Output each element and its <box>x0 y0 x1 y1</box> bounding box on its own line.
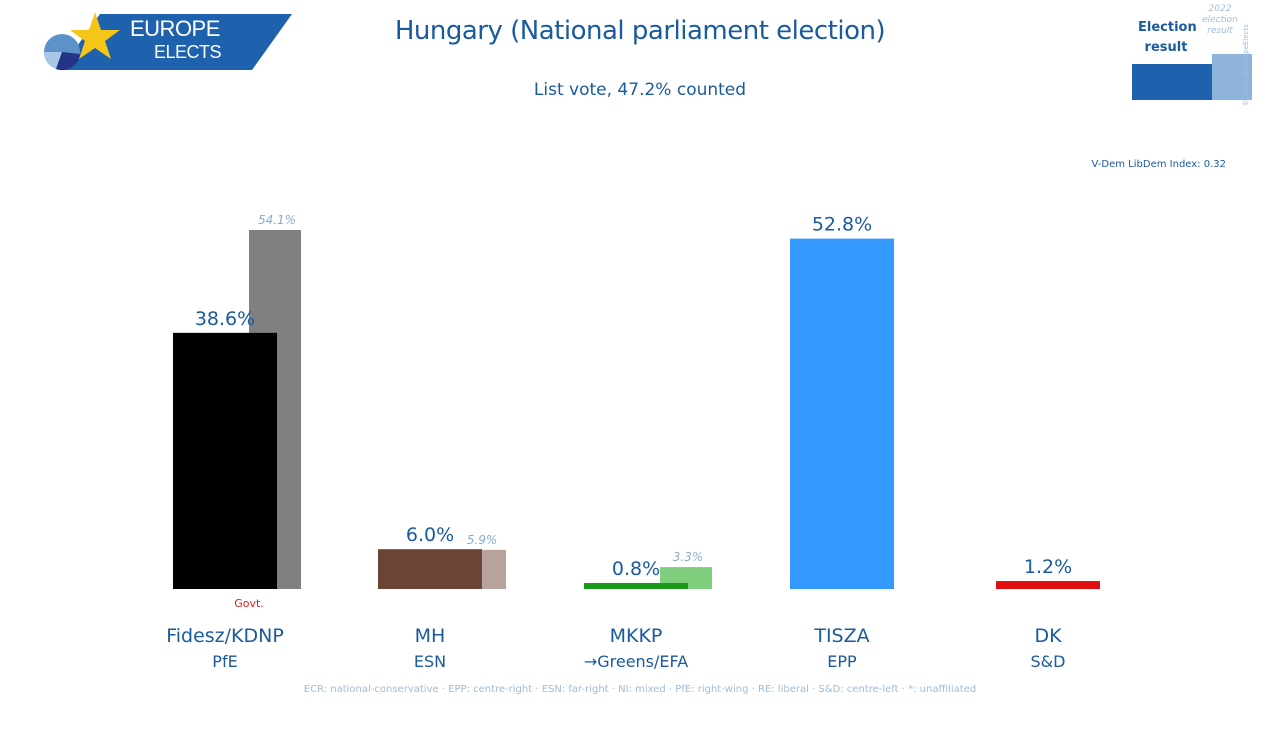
value-label: 6.0% <box>406 524 454 546</box>
legend-swatch-previous <box>1212 54 1252 100</box>
prev-value-label: 3.3% <box>673 550 704 564</box>
bar-mkkp <box>584 583 688 589</box>
value-label: 0.8% <box>612 558 660 580</box>
category-label: DK <box>1034 625 1062 647</box>
bar-fideszkdnp <box>173 332 277 589</box>
chart-title: Hungary (National parliament election) <box>394 16 886 46</box>
bar-dk <box>996 581 1100 589</box>
value-label: 1.2% <box>1024 556 1072 578</box>
value-label: 38.6% <box>195 308 255 330</box>
chart-subtitle: List vote, 47.2% counted <box>533 80 747 100</box>
govt-annotation: Govt. <box>234 597 264 610</box>
chart-legend: 2022 election result Election result © 2… <box>1128 4 1268 114</box>
group-label: →Greens/EFA <box>584 652 688 671</box>
star-icon <box>70 12 120 59</box>
category-label: Fidesz/KDNP <box>166 625 284 647</box>
prev-value-label: 54.1% <box>258 213 296 227</box>
legend-label-current: Election result <box>1138 20 1197 55</box>
logo-text-europe: EUROPE <box>130 16 220 41</box>
legend-label-previous: 2022 election result <box>1202 4 1238 36</box>
category-label: MH <box>415 625 446 647</box>
category-label: TISZA <box>813 625 869 647</box>
group-label: EPP <box>827 652 857 671</box>
bar-mh <box>378 549 482 589</box>
prev-value-label: 5.9% <box>467 533 498 547</box>
logo-graphic <box>43 12 292 71</box>
group-legend-footnote: ECR: national-conservative · EPP: centre… <box>303 684 977 695</box>
europe-elects-logo: EUROPE ELECTS <box>40 12 295 72</box>
category-label: MKKP <box>610 625 663 647</box>
vdem-index: V-Dem LibDem Index: 0.32 <box>1091 159 1226 170</box>
legend-swatch-current <box>1132 64 1212 100</box>
logo-text-elects: ELECTS <box>154 42 222 62</box>
group-label: PfE <box>212 652 237 671</box>
bar-tisza <box>790 238 894 589</box>
group-label: ESN <box>414 652 446 671</box>
value-label: 52.8% <box>812 214 872 236</box>
group-label: S&D <box>1031 652 1066 671</box>
